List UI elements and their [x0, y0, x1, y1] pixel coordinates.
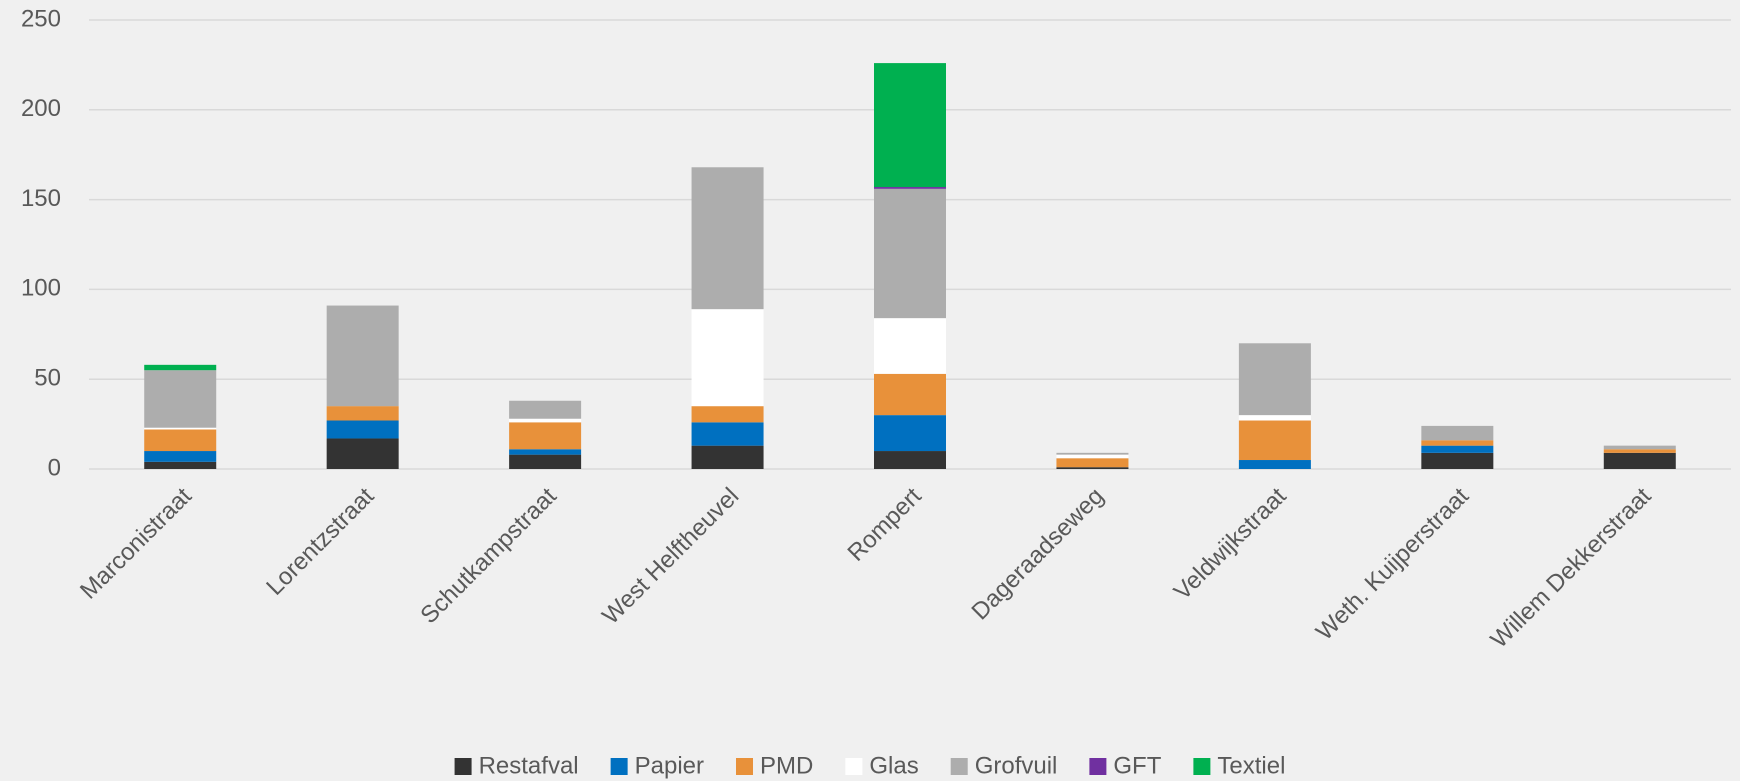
bar-segment: [1603, 452, 1676, 469]
bar-segment: [874, 318, 946, 374]
bar-segment: [1603, 449, 1676, 453]
bar-segment: [1421, 425, 1494, 441]
legend: Restafval Papier PMD Glas Grofvuil GFT Textiel: [454, 752, 1285, 779]
legend-swatch: [454, 758, 472, 775]
bar-segment: [874, 63, 946, 188]
legend-swatch: [736, 758, 753, 775]
bar-segment: [691, 309, 764, 407]
legend-label: Restafval: [479, 752, 579, 779]
bar-segment: [874, 187, 946, 189]
bar-segment: [691, 406, 764, 423]
y-tick-label: 100: [21, 275, 61, 302]
bar-segment: [144, 427, 217, 430]
bar-segment: [1421, 452, 1494, 469]
bar-segment: [1603, 445, 1676, 450]
y-tick-label: 150: [21, 185, 61, 212]
bar-segment: [509, 400, 582, 419]
legend-swatch: [950, 758, 968, 775]
bar-segment: [144, 370, 217, 428]
bar-segment: [144, 451, 217, 462]
bar-segment: [691, 167, 764, 310]
bar-segment: [1238, 460, 1311, 469]
legend-label: GFT: [1113, 752, 1161, 779]
legend-swatch: [610, 758, 628, 775]
bar-segment: [1238, 415, 1311, 421]
bar-segment: [1238, 343, 1311, 416]
y-tick-label: 200: [21, 95, 61, 122]
bar-segment: [691, 422, 764, 446]
bar-segment: [1056, 454, 1129, 459]
bar-segment: [326, 438, 399, 469]
y-tick-label: 250: [21, 5, 61, 32]
bar-segment: [1056, 458, 1129, 468]
bar-segment: [1238, 420, 1311, 461]
legend-swatch: [1089, 758, 1107, 775]
bar-segment: [1421, 445, 1494, 453]
bar-segment: [1056, 467, 1129, 469]
legend-label: Papier: [635, 752, 704, 779]
legend-label: Grofvuil: [975, 752, 1058, 779]
bar-segment: [874, 373, 946, 416]
bar-segment: [509, 449, 582, 455]
bar-segment: [144, 364, 217, 371]
bar-segment: [326, 406, 399, 421]
legend-label: Textiel: [1217, 752, 1285, 779]
bar-segment: [874, 188, 946, 319]
bar-segment: [326, 305, 399, 407]
bar-segment: [691, 445, 764, 469]
bar-segment: [509, 422, 582, 450]
bar-segment: [1056, 452, 1129, 455]
y-tick-label: 50: [34, 365, 61, 392]
bar-segment: [144, 429, 217, 452]
bar-segment: [326, 420, 399, 439]
legend-label: PMD: [760, 752, 813, 779]
legend-swatch: [845, 758, 863, 775]
bar-segment: [874, 415, 946, 452]
bar-segment: [509, 418, 582, 423]
bar-segment: [144, 461, 217, 469]
legend-swatch: [1193, 758, 1211, 775]
legend-label: Glas: [869, 752, 918, 779]
bar-segment: [874, 451, 946, 469]
bar-segment: [1421, 440, 1494, 446]
bar-segment: [509, 454, 582, 469]
y-tick-label: 0: [48, 454, 61, 481]
